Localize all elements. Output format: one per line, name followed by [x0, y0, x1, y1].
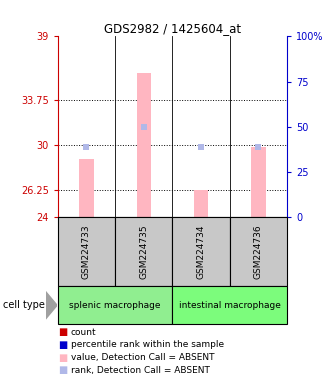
Text: GSM224736: GSM224736 — [254, 224, 263, 279]
Text: intestinal macrophage: intestinal macrophage — [179, 301, 281, 310]
Text: ■: ■ — [58, 353, 67, 362]
Text: rank, Detection Call = ABSENT: rank, Detection Call = ABSENT — [71, 366, 210, 375]
Text: value, Detection Call = ABSENT: value, Detection Call = ABSENT — [71, 353, 214, 362]
Title: GDS2982 / 1425604_at: GDS2982 / 1425604_at — [104, 22, 241, 35]
Text: ■: ■ — [58, 340, 67, 350]
Bar — [251, 147, 266, 217]
Polygon shape — [46, 291, 57, 319]
Bar — [194, 190, 208, 217]
Text: ■: ■ — [58, 365, 67, 375]
Bar — [58, 217, 115, 286]
Bar — [173, 286, 287, 324]
Text: count: count — [71, 328, 97, 337]
Text: splenic macrophage: splenic macrophage — [69, 301, 161, 310]
Bar — [137, 73, 151, 217]
Bar — [58, 286, 173, 324]
Bar — [173, 217, 230, 286]
Text: GSM224733: GSM224733 — [82, 224, 91, 279]
Text: percentile rank within the sample: percentile rank within the sample — [71, 340, 224, 349]
Text: cell type: cell type — [3, 300, 45, 310]
Bar — [115, 217, 173, 286]
Text: GSM224735: GSM224735 — [139, 224, 148, 279]
Text: GSM224734: GSM224734 — [197, 224, 206, 279]
Bar — [79, 159, 94, 217]
Bar — [230, 217, 287, 286]
Text: ■: ■ — [58, 327, 67, 337]
